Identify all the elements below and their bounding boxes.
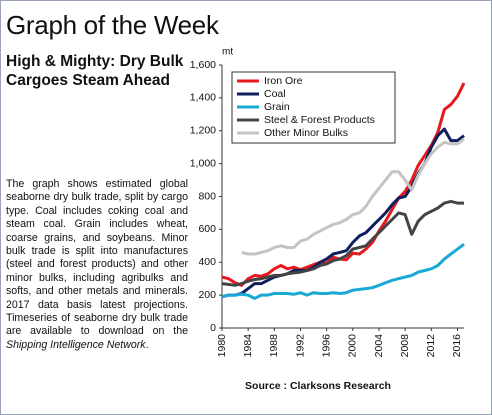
y-tick-label: 400 xyxy=(198,256,216,268)
body-text: The graph shows estimated global seaborn… xyxy=(6,178,188,338)
x-tick-label: 1992 xyxy=(294,334,306,358)
series-line xyxy=(221,82,466,287)
x-tick-label: 1996 xyxy=(320,334,332,358)
body-text: . xyxy=(145,338,149,351)
x-tick-label: 2012 xyxy=(425,334,437,358)
y-tick-label: 1,200 xyxy=(190,125,216,137)
y-tick-label: 800 xyxy=(198,190,216,202)
x-tick-label: 1988 xyxy=(268,334,280,358)
legend-label: Steel & Forest Products xyxy=(264,114,375,126)
legend-box xyxy=(231,71,396,144)
series-line xyxy=(221,243,465,300)
y-tick-label: 1,000 xyxy=(190,157,216,169)
legend-label: Grain xyxy=(264,101,290,113)
series-line xyxy=(241,137,465,256)
x-tick-label: 1984 xyxy=(242,334,254,358)
y-tick-label: 0 xyxy=(210,322,216,334)
x-tick-label: 2016 xyxy=(451,334,463,358)
subtitle: High & Mighty: Dry Bulk Cargoes Steam Ah… xyxy=(6,53,184,89)
x-tick-label: 1980 xyxy=(216,334,228,358)
y-tick-label: 600 xyxy=(198,223,216,235)
body-link: Shipping Intelligence Network xyxy=(6,338,146,351)
y-unit: mt xyxy=(222,47,233,58)
x-tick-label: 2004 xyxy=(373,334,385,358)
y-tick-label: 200 xyxy=(198,289,216,301)
source: Source : Clarksons Research xyxy=(245,380,391,392)
x-tick-label: 2000 xyxy=(347,334,359,358)
page-title: Graph of the Week xyxy=(6,10,219,40)
y-tick-label: 1,600 xyxy=(190,59,216,71)
body-text: The graph shows estimated global seaborn… xyxy=(6,178,188,352)
x-tick-label: 2008 xyxy=(399,334,411,358)
series-line xyxy=(221,199,464,287)
legend-label: Coal xyxy=(264,88,286,100)
y-tick-label: 1,400 xyxy=(190,92,216,104)
legend-label: Iron Ore xyxy=(264,75,303,87)
legend-label: Other Minor Bulks xyxy=(264,127,348,139)
